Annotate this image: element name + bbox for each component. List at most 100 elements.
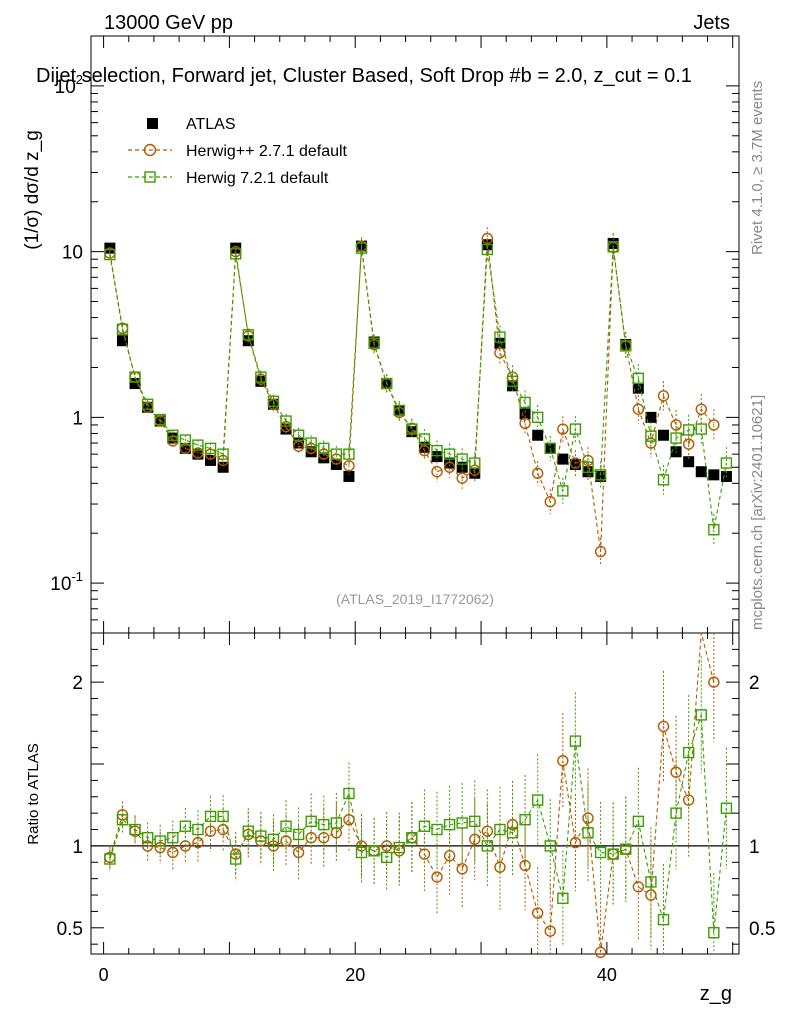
data-point bbox=[343, 448, 355, 460]
data-point bbox=[456, 472, 468, 484]
data-point bbox=[632, 815, 645, 828]
data-point bbox=[569, 735, 582, 747]
mcplots-label: mcplots.cern.ch [arXiv:2401.10621] bbox=[749, 395, 766, 630]
data-point bbox=[469, 815, 481, 828]
atlas-series bbox=[104, 237, 732, 482]
data-point bbox=[594, 946, 607, 959]
y-tick-exponent: -1 bbox=[71, 569, 83, 584]
data-point bbox=[670, 432, 682, 444]
x-tick-label: 0 bbox=[99, 965, 109, 985]
data-point bbox=[217, 454, 229, 467]
category-label: Jets bbox=[693, 12, 730, 34]
data-point bbox=[129, 823, 141, 836]
data-point bbox=[280, 415, 292, 427]
data-point bbox=[116, 814, 129, 826]
data-point bbox=[657, 474, 670, 486]
data-point bbox=[330, 817, 343, 829]
legend: ATLAS Herwig++ 2.7.1 default Herwig 7.2.… bbox=[128, 116, 348, 187]
data-point bbox=[154, 835, 166, 847]
data-point bbox=[569, 457, 582, 469]
data-point bbox=[682, 746, 695, 759]
data-point bbox=[557, 892, 569, 905]
legend-label-herwig7: Herwig 7.2.1 default bbox=[186, 170, 329, 187]
atlas-data-point bbox=[116, 335, 128, 347]
data-point bbox=[204, 810, 217, 823]
data-point bbox=[519, 417, 531, 430]
data-point bbox=[670, 419, 682, 431]
data-point bbox=[657, 913, 670, 926]
data-point bbox=[418, 820, 431, 832]
y-tick-label: 10 bbox=[62, 243, 83, 264]
data-point bbox=[406, 423, 418, 435]
data-point bbox=[456, 817, 468, 829]
ratio-tick-label-right: 0.5 bbox=[749, 919, 775, 940]
data-point bbox=[708, 676, 720, 688]
data-point bbox=[594, 846, 607, 859]
energy-label: 13000 GeV pp bbox=[104, 12, 233, 34]
atlas-data-point bbox=[192, 448, 204, 460]
data-point bbox=[708, 927, 720, 939]
atlas-data-point bbox=[318, 452, 330, 464]
data-point bbox=[645, 430, 657, 442]
legend-label-atlas: ATLAS bbox=[186, 116, 236, 133]
series-line bbox=[109, 632, 715, 953]
ratio-tick-label-right: 2 bbox=[749, 673, 760, 694]
data-point bbox=[154, 413, 166, 426]
series-line bbox=[109, 714, 727, 933]
data-point bbox=[431, 871, 443, 883]
data-point bbox=[368, 337, 380, 349]
data-point bbox=[494, 347, 506, 359]
data-point bbox=[494, 331, 506, 343]
atlas-data-point bbox=[418, 441, 430, 453]
legend-marker-herwig-pp bbox=[143, 143, 157, 157]
main-y-axis-label: (1/σ) dσ/d z_g bbox=[22, 130, 43, 250]
ratio-axis-ticks: 0 20 40 0.5 0.5 1 1 2 2 bbox=[57, 633, 775, 985]
atlas-data-point bbox=[532, 429, 544, 441]
atlas-data-point bbox=[557, 453, 569, 465]
data-point bbox=[531, 907, 544, 919]
data-point bbox=[531, 794, 544, 806]
data-point bbox=[292, 828, 305, 841]
data-point bbox=[557, 485, 569, 497]
data-point bbox=[267, 833, 280, 846]
data-point bbox=[431, 444, 443, 457]
data-point bbox=[343, 787, 355, 800]
data-point bbox=[594, 545, 607, 558]
data-point bbox=[506, 827, 519, 839]
data-point bbox=[544, 495, 556, 508]
legend-marker-atlas bbox=[147, 118, 158, 129]
legend-label-herwig-pp: Herwig++ 2.7.1 default bbox=[186, 143, 348, 160]
data-point bbox=[104, 248, 116, 261]
selection-title: Dijet selection, Forward jet, Cluster Ba… bbox=[36, 65, 692, 87]
data-point bbox=[557, 755, 569, 767]
atlas-data-point bbox=[683, 456, 695, 468]
atlas-data-point bbox=[595, 470, 607, 482]
data-point bbox=[607, 848, 619, 860]
data-point bbox=[632, 881, 645, 893]
data-point bbox=[670, 807, 682, 819]
atlas-data-point bbox=[343, 470, 355, 482]
data-point bbox=[217, 448, 229, 460]
data-point bbox=[632, 372, 645, 385]
data-point bbox=[469, 457, 481, 469]
data-point bbox=[242, 329, 254, 341]
data-point bbox=[443, 818, 456, 831]
ratio-y-axis-label: Ratio to ATLAS bbox=[25, 743, 42, 844]
data-point bbox=[708, 419, 720, 431]
data-point bbox=[141, 398, 154, 410]
atlas-data-point bbox=[444, 457, 456, 469]
data-point bbox=[418, 433, 431, 445]
data-point bbox=[544, 442, 556, 455]
main-series-open-circle bbox=[104, 227, 720, 566]
data-point bbox=[695, 709, 707, 721]
data-point bbox=[255, 371, 267, 383]
data-point bbox=[632, 403, 645, 415]
data-point bbox=[267, 395, 280, 408]
data-point bbox=[204, 448, 217, 460]
data-point bbox=[229, 248, 242, 260]
data-point bbox=[355, 242, 368, 254]
data-point bbox=[167, 846, 179, 859]
data-point bbox=[456, 863, 468, 875]
data-point bbox=[494, 823, 506, 836]
x-tick-label: 40 bbox=[597, 965, 617, 985]
